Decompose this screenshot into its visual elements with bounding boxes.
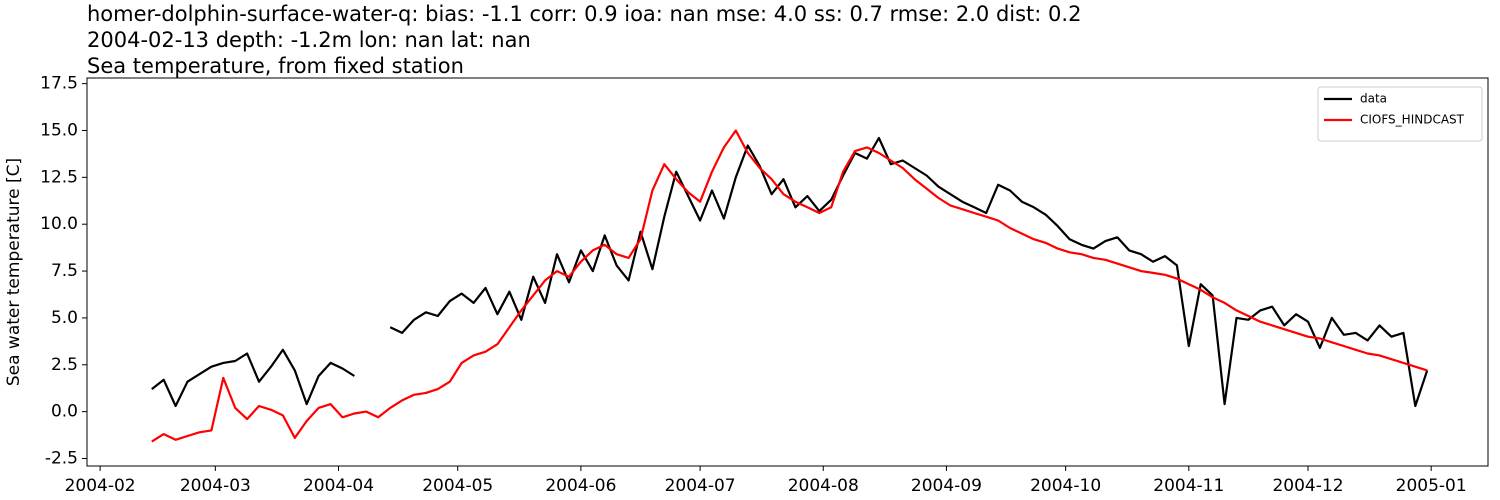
y-axis-label: Sea water temperature [C]: [4, 158, 24, 386]
x-tick-label: 2004-02: [65, 476, 136, 496]
y-tick-label: 15.0: [40, 120, 78, 140]
y-tick-label: 7.5: [51, 261, 78, 281]
x-tick-label: 2004-09: [911, 476, 982, 496]
chart-title: homer-dolphin-surface-water-q: bias: -1.…: [87, 2, 1081, 26]
legend-box: [1317, 86, 1483, 142]
series-line: [151, 136, 1429, 408]
x-tick-label: 2004-04: [303, 476, 374, 496]
y-tick-label: 10.0: [40, 214, 78, 234]
y-tick-label: 0.0: [51, 402, 78, 422]
legend-label: CIOFS_HINDCAST: [1360, 113, 1465, 127]
x-tick-label: 2004-03: [180, 476, 251, 496]
chart-subtitle: Sea temperature, from fixed station: [87, 54, 464, 78]
x-tick-label: 2004-05: [422, 476, 493, 496]
y-tick-label: 12.5: [40, 167, 78, 187]
y-tick-label: 5.0: [51, 308, 78, 328]
plot-frame: [86, 77, 1489, 467]
series-line: [151, 129, 1428, 443]
x-tick-label: 2004-08: [788, 476, 859, 496]
x-tick-label: 2005-01: [1396, 476, 1467, 496]
x-tick-label: 2004-07: [665, 476, 736, 496]
y-tick-label: 2.5: [51, 355, 78, 375]
y-tick-label: 17.5: [40, 74, 78, 94]
x-tick-label: 2004-06: [545, 476, 616, 496]
y-tick-label: -2.5: [45, 449, 78, 469]
x-tick-label: 2004-11: [1153, 476, 1224, 496]
x-tick-label: 2004-10: [1030, 476, 1101, 496]
chart-subtitle: 2004-02-13 depth: -1.2m lon: nan lat: na…: [87, 28, 531, 52]
legend-label: data: [1360, 92, 1387, 106]
x-tick-label: 2004-12: [1272, 476, 1343, 496]
